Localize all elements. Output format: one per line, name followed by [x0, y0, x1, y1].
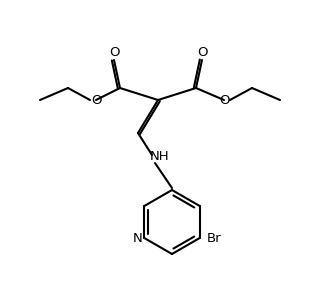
Text: Br: Br	[206, 231, 221, 244]
Text: O: O	[91, 93, 101, 106]
Text: O: O	[197, 46, 207, 59]
Text: O: O	[109, 46, 119, 59]
Text: O: O	[219, 93, 229, 106]
Text: N: N	[132, 231, 142, 244]
Text: NH: NH	[150, 151, 170, 164]
